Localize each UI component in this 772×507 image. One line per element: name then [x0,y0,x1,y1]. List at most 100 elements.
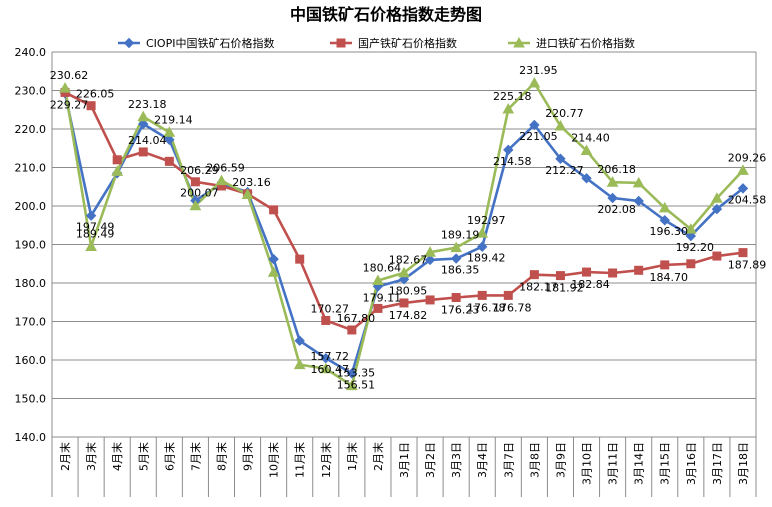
y-tick-label: 240.0 [15,46,47,59]
data-label: 181.92 [545,282,584,295]
data-label: 192.97 [467,214,506,227]
data-label: 176.78 [467,301,506,314]
data-label: 157.72 [311,350,350,363]
data-point-marker [215,174,228,186]
x-tick-label: 10月末 [267,442,281,478]
data-point-marker [737,164,749,175]
x-tick-label: 3月7日 [502,442,515,478]
x-tick-label: 3月2日 [424,442,437,478]
y-tick-label: 170.0 [15,316,47,329]
data-point-marker [346,379,358,391]
data-point-marker [85,240,97,251]
data-point-marker [633,195,644,207]
data-label: 204.58 [728,193,767,206]
data-point-marker [85,210,97,221]
data-point-marker [111,165,124,176]
legend-label: CIOPI中国铁矿石价格指数 [146,36,274,50]
data-point-marker [684,223,697,234]
data-label: 223.18 [128,98,167,111]
data-point-marker [123,37,135,49]
data-label: 182.17 [519,281,558,294]
data-label: 189.19 [441,229,480,242]
data-point-marker [451,293,461,303]
data-point-marker [606,176,619,187]
y-tick-label: 210.0 [15,162,47,175]
data-point-marker [112,155,122,165]
series-line [63,81,744,387]
data-label: 192.20 [676,241,715,254]
x-tick-label: 3月10日 [581,442,594,485]
data-label: 212.27 [545,164,584,177]
y-tick-label: 160.0 [15,354,47,367]
axes: 140.0 150.0 160.0 170.0 180.0 190.0 200.0 210.0… [15,46,757,497]
data-point-marker [582,267,592,277]
data-point-marker [503,290,513,300]
x-tick-label: 3月3日 [450,442,463,478]
data-point-marker [398,274,410,285]
data-point-marker [503,144,514,156]
data-point-marker [555,153,566,164]
data-point-marker [686,259,696,269]
data-point-marker [513,36,525,48]
data-label: 153.35 [337,367,376,380]
data-point-marker [372,274,384,286]
data-label: 220.77 [545,107,584,120]
data-point-marker [399,298,409,308]
x-tick-label: 2月末 [58,442,72,471]
data-point-marker [476,227,489,238]
data-point-marker [164,156,174,166]
x-tick-label: 3月16日 [685,442,698,485]
data-label: 167.80 [337,312,376,325]
data-point-marker [554,120,567,131]
data-label: 197.49 [76,221,115,234]
data-point-marker [295,254,305,264]
data-point-marker [711,203,723,215]
data-point-marker [477,290,487,300]
y-tick-label: 140.0 [15,431,47,444]
data-label: 174.82 [389,309,428,322]
data-label: 184.70 [649,271,688,284]
data-point-marker [336,38,346,48]
x-tick-label: 4月末 [110,442,124,471]
data-point-marker [138,147,148,157]
data-point-marker [320,352,331,364]
y-tick-label: 180.0 [15,277,47,290]
data-point-marker [321,315,331,325]
data-label: 182.67 [389,254,428,267]
data-point-marker [190,177,200,187]
data-label: 231.95 [519,64,558,77]
data-label: 200.07 [180,187,219,200]
data-point-marker [608,268,618,278]
data-point-marker [737,183,749,194]
data-point-marker [164,134,175,145]
data-label: 209.26 [728,151,767,164]
data-label: 206.18 [597,163,636,176]
x-tick-label: 3月末 [84,442,98,471]
y-tick-label: 150.0 [15,393,47,406]
data-label: 206.59 [206,162,245,175]
data-point-marker [555,271,565,281]
data-point-marker [424,246,436,257]
y-tick-label: 200.0 [15,200,47,213]
data-point-marker [346,368,358,379]
data-point-marker [607,192,618,204]
data-point-marker [529,270,539,280]
data-point-marker [267,266,280,277]
data-point-marker [658,201,671,213]
x-tick-label: 3月8日 [528,442,541,478]
data-point-marker [477,241,488,252]
data-label: 160.47 [311,363,350,376]
data-point-marker [269,205,279,215]
data-label: 156.51 [337,378,376,391]
x-tick-label: 12月末 [319,442,333,478]
legend-label: 国产铁矿石价格指数 [358,36,457,50]
data-point-marker [632,176,645,188]
x-tick-label: 9月末 [241,442,255,471]
data-point-marker [189,199,202,211]
series-markers [59,76,749,391]
data-point-marker [712,251,722,261]
x-tick-label: 3月4日 [476,442,489,478]
